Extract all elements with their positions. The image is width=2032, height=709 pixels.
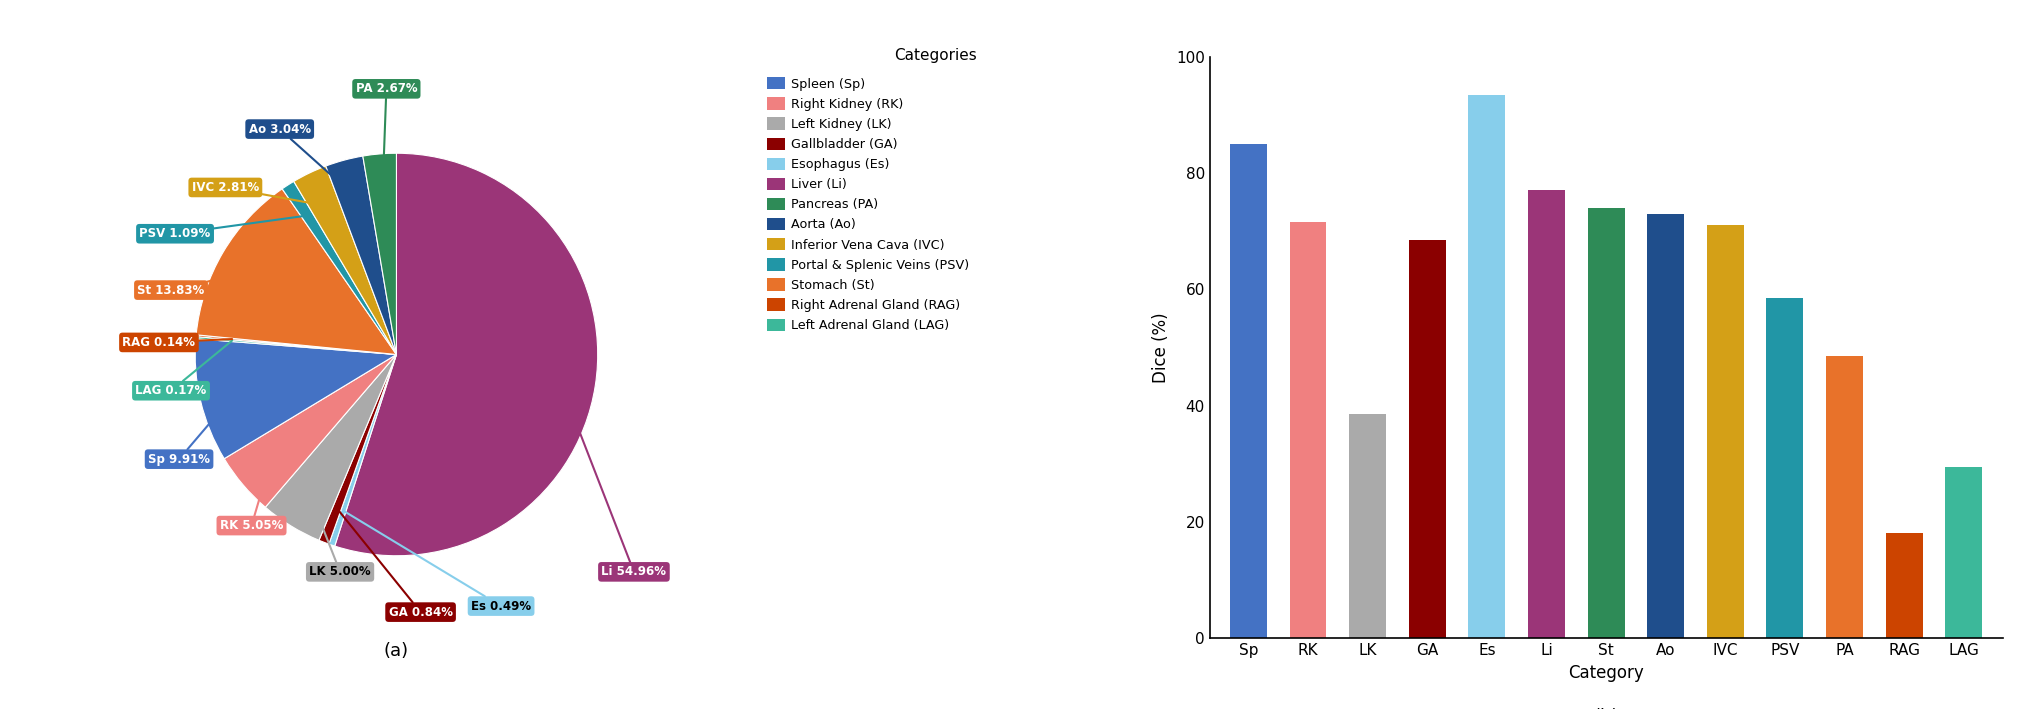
Text: LAG 0.17%: LAG 0.17% <box>136 340 232 397</box>
Wedge shape <box>319 354 396 544</box>
Text: Es 0.49%: Es 0.49% <box>343 510 530 613</box>
Bar <box>1288 223 1325 638</box>
Text: Categories: Categories <box>894 48 975 63</box>
Y-axis label: Dice (%): Dice (%) <box>1152 312 1170 383</box>
Wedge shape <box>329 354 396 546</box>
X-axis label: Category: Category <box>1567 664 1644 681</box>
Text: (b): (b) <box>1593 708 1617 709</box>
Text: Sp 9.91%: Sp 9.91% <box>148 393 236 466</box>
Wedge shape <box>195 337 396 354</box>
Wedge shape <box>266 354 396 540</box>
Wedge shape <box>335 153 597 556</box>
Bar <box>1646 213 1682 638</box>
Text: RAG 0.14%: RAG 0.14% <box>122 336 232 349</box>
Wedge shape <box>195 335 396 354</box>
Text: RK 5.05%: RK 5.05% <box>219 461 282 532</box>
Bar <box>1707 225 1743 638</box>
Wedge shape <box>282 182 396 354</box>
Bar <box>1349 414 1386 638</box>
Bar <box>1467 94 1504 638</box>
Text: PSV 1.09%: PSV 1.09% <box>140 216 307 240</box>
Text: Li 54.96%: Li 54.96% <box>559 380 666 579</box>
Wedge shape <box>293 166 396 354</box>
Bar <box>1229 144 1266 638</box>
Bar <box>1886 533 1922 638</box>
Bar <box>1408 240 1445 638</box>
Bar <box>1766 298 1802 638</box>
Legend: Spleen (Sp), Right Kidney (RK), Left Kidney (LK), Gallbladder (GA), Esophagus (E: Spleen (Sp), Right Kidney (RK), Left Kid… <box>766 77 969 332</box>
Text: GA 0.84%: GA 0.84% <box>337 508 453 619</box>
Bar <box>1528 191 1565 638</box>
Text: Ao 3.04%: Ao 3.04% <box>248 123 354 195</box>
Text: IVC 2.81%: IVC 2.81% <box>191 181 325 206</box>
Wedge shape <box>195 189 396 354</box>
Text: (a): (a) <box>384 642 408 660</box>
Bar <box>1825 356 1861 638</box>
Wedge shape <box>362 153 396 354</box>
Text: PA 2.67%: PA 2.67% <box>356 82 417 190</box>
Text: St 13.83%: St 13.83% <box>138 271 254 296</box>
Bar <box>1945 467 1981 638</box>
Text: LK 5.00%: LK 5.00% <box>309 495 370 579</box>
Wedge shape <box>224 354 396 507</box>
Wedge shape <box>195 339 396 459</box>
Wedge shape <box>325 156 396 354</box>
Bar <box>1587 208 1624 638</box>
